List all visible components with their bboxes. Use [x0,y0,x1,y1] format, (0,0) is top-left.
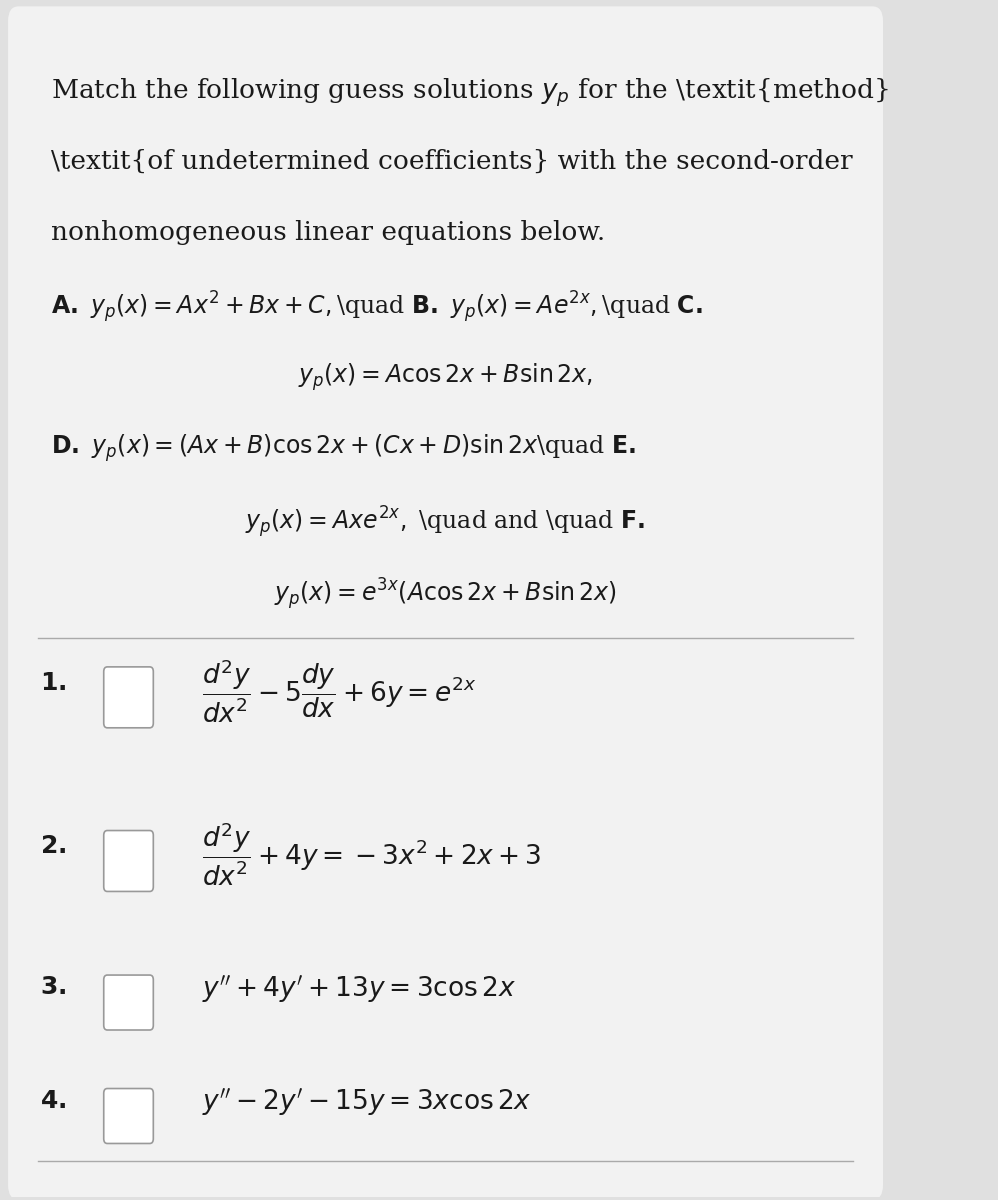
Text: $\dfrac{d^2y}{dx^2} + 4y = -3x^2 + 2x + 3$: $\dfrac{d^2y}{dx^2} + 4y = -3x^2 + 2x + … [202,821,542,888]
Text: $\mathbf{3.}$: $\mathbf{3.}$ [40,977,66,1000]
Text: \textit{of undetermined coefficients} with the second-order: \textit{of undetermined coefficients} wi… [52,149,853,174]
Text: $y'' + 4y' + 13y = 3\cos 2x$: $y'' + 4y' + 13y = 3\cos 2x$ [202,973,516,1004]
FancyBboxPatch shape [8,6,883,1200]
Text: $y_p(x) = Axe^{2x},$ \quad and \quad $\mathbf{F.}$: $y_p(x) = Axe^{2x},$ \quad and \quad $\m… [246,504,646,540]
FancyBboxPatch shape [104,1088,154,1144]
Text: $\mathbf{2.}$: $\mathbf{2.}$ [40,835,66,858]
Text: nonhomogeneous linear equations below.: nonhomogeneous linear equations below. [52,220,606,245]
Text: $y'' - 2y' - 15y = 3x\cos 2x$: $y'' - 2y' - 15y = 3x\cos 2x$ [202,1086,532,1118]
Text: $\mathbf{4.}$: $\mathbf{4.}$ [40,1090,66,1112]
Text: $\mathbf{1.}$: $\mathbf{1.}$ [40,672,66,695]
FancyBboxPatch shape [104,976,154,1030]
FancyBboxPatch shape [104,667,154,728]
FancyBboxPatch shape [104,830,154,892]
Text: $\dfrac{d^2y}{dx^2} - 5\dfrac{dy}{dx} + 6y = e^{2x}$: $\dfrac{d^2y}{dx^2} - 5\dfrac{dy}{dx} + … [202,658,476,725]
Text: $\mathbf{A.}$ $y_p(x) = Ax^2 + Bx + C,$\quad $\mathbf{B.}$ $y_p(x) = Ae^{2x},$\q: $\mathbf{A.}$ $y_p(x) = Ax^2 + Bx + C,$\… [52,289,704,325]
Text: $y_p(x) = e^{3x}(A\cos 2x + B\sin 2x)$: $y_p(x) = e^{3x}(A\cos 2x + B\sin 2x)$ [274,576,617,612]
Text: Match the following guess solutions $y_p$ for the \textit{method}: Match the following guess solutions $y_p… [52,77,889,109]
Text: $\mathbf{D.}$ $y_p(x) = (Ax + B)\cos 2x + (Cx + D)\sin 2x$\quad $\mathbf{E.}$: $\mathbf{D.}$ $y_p(x) = (Ax + B)\cos 2x … [52,433,637,464]
Text: $y_p(x) = A\cos 2x + B\sin 2x,$: $y_p(x) = A\cos 2x + B\sin 2x,$ [298,361,593,392]
